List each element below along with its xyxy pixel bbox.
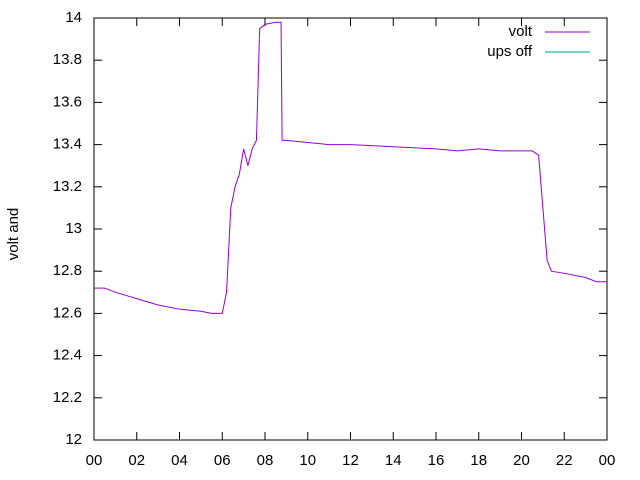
y-tick-label: 13.6	[53, 93, 82, 110]
x-tick-label: 10	[299, 452, 316, 469]
x-tick-label: 16	[428, 452, 445, 469]
y-tick-label: 13.4	[53, 136, 82, 153]
x-tick-label: 22	[556, 452, 573, 469]
y-axis-label: volt and	[5, 208, 22, 261]
y-tick-label: 12.2	[53, 389, 82, 406]
legend-label: volt	[509, 23, 533, 40]
x-tick-label: 20	[513, 452, 530, 469]
legend-label: ups off	[487, 43, 533, 60]
x-tick-label: 00	[86, 452, 103, 469]
x-tick-label: 12	[342, 452, 359, 469]
x-tick-label: 06	[214, 452, 231, 469]
x-tick-label: 04	[171, 452, 188, 469]
y-tick-label: 12	[65, 431, 82, 448]
x-tick-label: 02	[128, 452, 145, 469]
x-tick-label: 18	[470, 452, 487, 469]
y-tick-label: 12.8	[53, 262, 82, 279]
data-line	[94, 21, 607, 314]
y-tick-label: 12.4	[53, 347, 82, 364]
x-tick-label: 00	[599, 452, 616, 469]
x-tick-label: 08	[257, 452, 274, 469]
y-tick-label: 12.6	[53, 304, 82, 321]
y-tick-label: 13.2	[53, 178, 82, 195]
x-tick-label: 14	[385, 452, 402, 469]
y-tick-label: 13	[65, 220, 82, 237]
y-tick-label: 14	[65, 9, 82, 26]
y-tick-label: 13.8	[53, 51, 82, 68]
plot-frame	[93, 17, 608, 441]
